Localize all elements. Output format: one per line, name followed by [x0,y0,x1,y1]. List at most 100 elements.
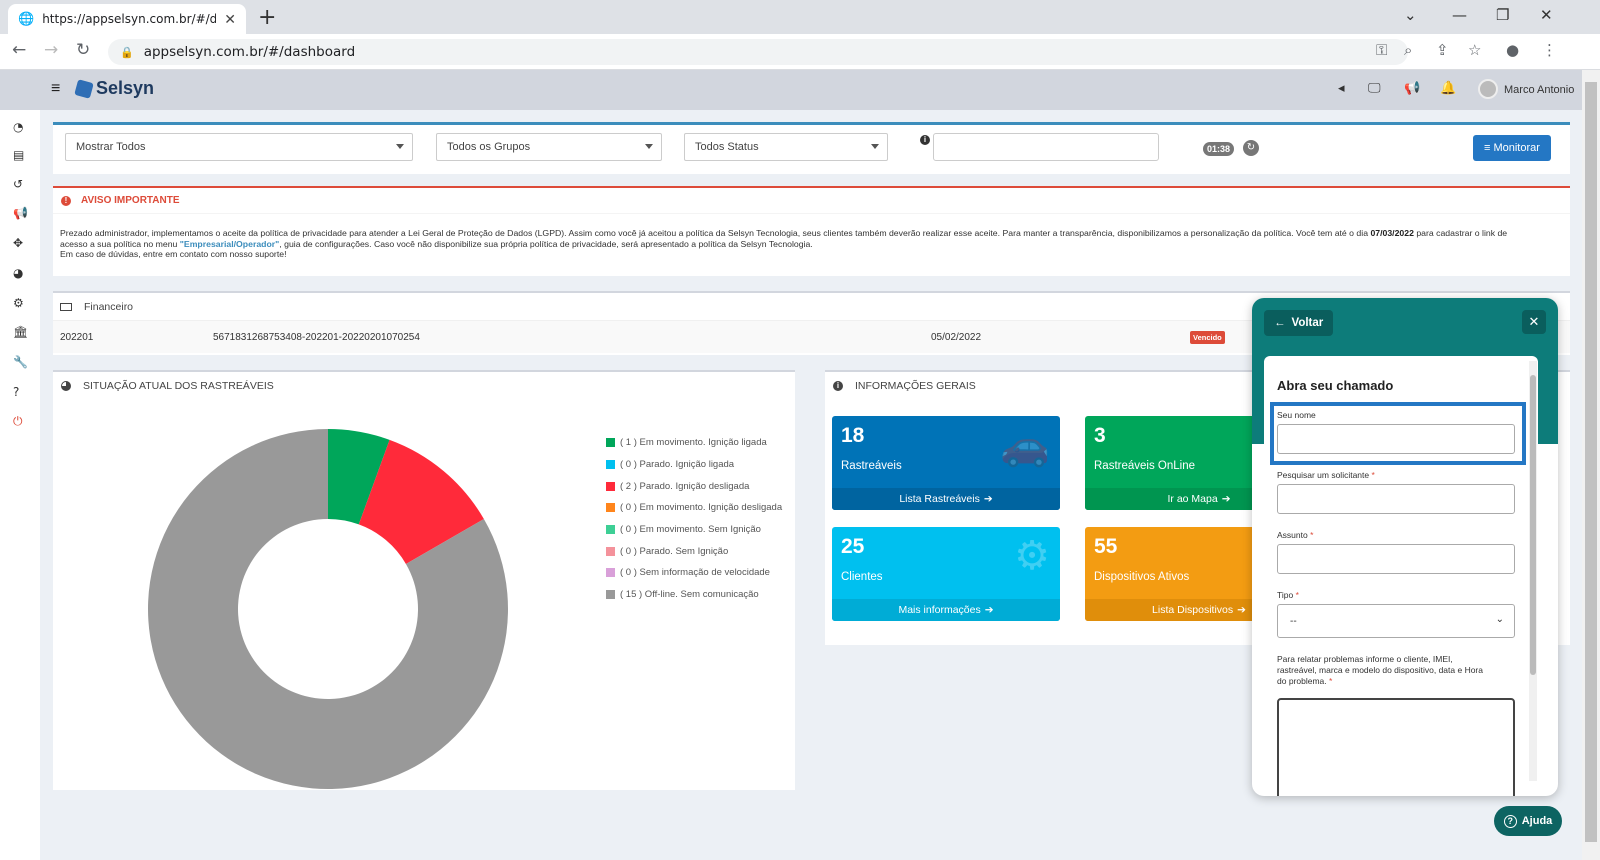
wrench-icon[interactable]: 🔧 [13,355,28,369]
form-title: Abra seu chamado [1277,378,1394,393]
pie-chart-icon[interactable]: ◕ [13,266,24,280]
donut-chart [148,429,509,789]
status-select[interactable]: Todos Status [684,133,888,161]
legend-swatch [606,546,615,556]
legend-item[interactable]: ( 0 ) Parado. Ignição ligada [606,454,782,476]
ticket-form: Abra seu chamado Seu nome Pesquisar um s… [1264,356,1538,796]
legend-item[interactable]: ( 0 ) Em movimento. Ignição desligada [606,497,782,519]
caret-left-icon[interactable]: ◂ [1338,81,1345,96]
refresh-icon[interactable]: ↻ [1243,140,1259,156]
user-name[interactable]: Marco Antonio [1504,84,1575,96]
legend-label: ( 1 ) Em movimento. Ignição ligada [620,437,767,449]
reload-icon[interactable]: ↻ [76,40,91,60]
aviso-line-3: Em caso de dúvidas, entre em contato com… [60,249,287,259]
legend-label: ( 0 ) Parado. Ignição ligada [620,459,735,471]
ajuda-label: Ajuda [1521,815,1553,827]
page-scrollbar[interactable] [1582,70,1600,860]
voltar-button[interactable]: ← Voltar [1264,310,1334,336]
bookmark-star-icon[interactable]: ☆ [1468,41,1482,59]
tipo-select[interactable]: -- ⌄ [1277,604,1515,638]
power-icon[interactable]: ⏻ [13,414,23,428]
info-icon[interactable]: i [920,135,930,145]
donut-slice[interactable] [148,429,509,789]
monitor-button[interactable]: ≡ Monitorar [1473,135,1551,161]
timer-badge: 01:38 [1203,142,1235,156]
history-icon[interactable]: ↺ [13,177,24,191]
arrow-circle-icon: ➔ [983,493,993,505]
back-arrow-icon[interactable]: ← [12,40,27,60]
aviso-line-2: acesso a sua política no menu "Empresari… [60,238,813,249]
profile-icon[interactable]: ● [1506,41,1520,59]
aviso-body: Prezado administrador, implementamos o a… [53,214,1570,260]
bullhorn-icon[interactable]: 📢 [13,206,28,220]
monitor-icon[interactable]: 🖵 [1368,81,1381,96]
pie-chart-icon [61,381,71,391]
bell-icon[interactable]: 🔔 [1440,81,1457,96]
donut-slice[interactable] [358,439,484,564]
tile-label: Dispositivos Ativos [1094,571,1190,583]
chat-close-icon[interactable]: ✕ [1522,310,1546,334]
browser-tab[interactable]: 🌐 https://appselsyn.com.br/#/dashb ✕ [8,4,246,34]
map-icon[interactable]: ▤ [13,148,25,162]
legend-swatch [606,460,615,470]
zoom-icon[interactable]: ⌕ [1404,41,1413,59]
new-tab-button[interactable]: + [258,5,277,30]
gears-icon[interactable]: ⚙ [13,296,24,310]
donut-slice[interactable] [328,429,390,525]
search-input[interactable] [933,133,1159,161]
tile-footer-link[interactable]: Mais informações ➔ [832,599,1060,621]
tab-close-icon[interactable]: ✕ [224,10,236,27]
help-icon[interactable]: ? [13,385,20,399]
car-icon: 🚗 [1000,423,1050,469]
groups-select[interactable]: Todos os Grupos [436,133,662,161]
seu-nome-input[interactable] [1277,424,1515,454]
minimize-icon[interactable]: — [1452,6,1467,24]
legend-item[interactable]: ( 1 ) Em movimento. Ignição ligada [606,432,782,454]
bank-icon[interactable]: 🏛 [13,325,29,339]
descricao-textarea[interactable] [1277,698,1515,796]
chat-scrollbar-thumb[interactable] [1530,375,1536,675]
aviso-deadline: 07/03/2022 [1370,228,1414,238]
tile-rastreaveis: 18 Rastreáveis 🚗 Lista Rastreáveis ➔ [832,416,1060,510]
chat-scrollbar[interactable] [1529,361,1537,781]
solicitante-input[interactable] [1277,484,1515,514]
legend-item[interactable]: ( 0 ) Parado. Sem Ignição [606,540,782,562]
megaphone-icon[interactable]: 📢 [1404,81,1421,96]
forward-arrow-icon[interactable]: → [44,40,59,60]
vehicles-select-value: Mostrar Todos [76,141,146,153]
tile-label: Rastreáveis [841,460,902,472]
aviso-title: AVISO IMPORTANTE [81,195,180,206]
window-close-icon[interactable]: ✕ [1540,6,1553,24]
url-field[interactable]: 🔒 appselsyn.com.br/#/dashboard [108,39,1408,65]
dashboard-icon[interactable]: ◔ [13,120,24,134]
menu-link[interactable]: "Empresarial/Operador" [179,238,280,249]
legend-item[interactable]: ( 0 ) Em movimento. Sem Ignição [606,519,782,541]
tile-number: 25 [841,535,865,558]
ajuda-button[interactable]: ? Ajuda [1494,806,1562,836]
key-icon[interactable]: ⚿ [1376,41,1388,59]
restore-icon[interactable]: ❐ [1496,6,1510,24]
logo-mark-icon [74,78,94,99]
info-icon: i [833,381,843,391]
assunto-input[interactable] [1277,544,1515,574]
tab-search-chevron-icon[interactable]: ⌄ [1404,6,1417,24]
tile-footer-link[interactable]: Lista Rastreáveis ➔ [832,488,1060,510]
aviso-panel: ! AVISO IMPORTANTE Prezado administrador… [53,186,1570,276]
legend-item[interactable]: ( 0 ) Sem informação de velocidade [606,562,782,584]
hamburger-menu-icon[interactable]: ≡ [51,80,61,97]
logo[interactable]: Selsyn [74,78,154,99]
share-icon[interactable]: ⇪ [1436,41,1449,59]
legend-label: ( 0 ) Sem informação de velocidade [620,567,770,579]
tile-label: Rastreáveis OnLine [1094,460,1195,472]
url-text: appselsyn.com.br/#/dashboard [143,44,356,60]
arrows-icon[interactable]: ✥ [13,236,24,250]
legend-label: ( 0 ) Parado. Sem Ignição [620,545,729,557]
vehicles-select[interactable]: Mostrar Todos [65,133,413,161]
browser-menu-icon[interactable]: ⋮ [1542,41,1557,59]
page-scrollbar-thumb[interactable] [1585,82,1597,842]
legend-label: ( 0 ) Em movimento. Sem Ignição [620,524,761,536]
legend-label: ( 0 ) Em movimento. Ignição desligada [620,502,783,514]
legend-item[interactable]: ( 15 ) Off-line. Sem comunicação [606,584,782,606]
legend-item[interactable]: ( 2 ) Parado. Ignição desligada [606,475,782,497]
user-avatar[interactable] [1478,79,1498,99]
